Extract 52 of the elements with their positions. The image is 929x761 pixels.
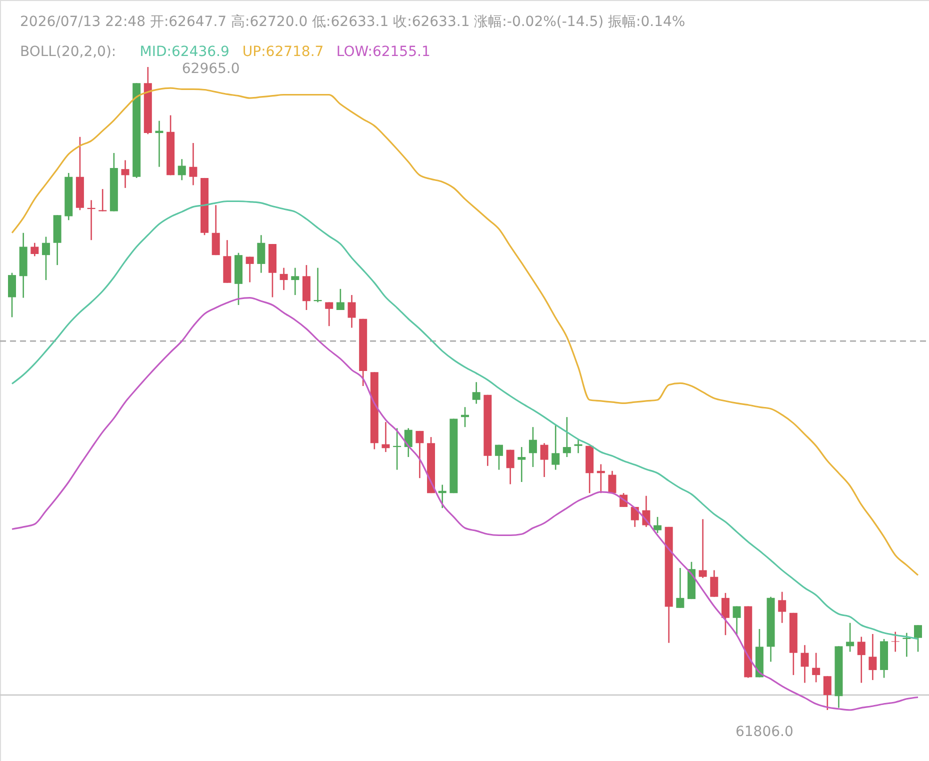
candlestick <box>494 444 503 470</box>
candlestick <box>291 267 300 296</box>
candlestick <box>42 236 50 281</box>
candlestick <box>698 518 707 579</box>
candlestick <box>8 272 16 318</box>
candlestick <box>325 302 334 327</box>
candlestick <box>552 424 560 470</box>
candlestick <box>800 644 809 684</box>
candlestick <box>823 676 832 711</box>
candlestick <box>121 160 130 189</box>
text: 2026/07/13 22:48 开:62647.7 高:62720.0 低:62633.1 收:62633.1 涨幅:-0.02%(-14.5) 振幅:0.14% <box>20 14 686 30</box>
candlestick <box>574 439 582 454</box>
candlestick <box>212 204 220 256</box>
candlestick <box>596 464 605 494</box>
annotation: 62965.0 <box>182 61 240 77</box>
candlestick <box>382 421 390 453</box>
candlestick <box>348 294 356 328</box>
text: MID:62436.9 <box>140 44 230 60</box>
candlestick <box>846 622 854 652</box>
text: LOW:62155.1 <box>336 44 430 60</box>
candlestick <box>812 652 820 683</box>
text: BOLL(20,2,0): <box>20 44 116 60</box>
candlestick <box>189 142 198 186</box>
candlestick <box>868 633 877 681</box>
candlestick <box>280 267 288 291</box>
candlestick <box>857 636 866 684</box>
candlestick <box>178 158 186 181</box>
candlestick <box>721 592 730 636</box>
candlestick <box>528 426 537 468</box>
candlestick <box>732 606 741 636</box>
candlestick <box>246 256 254 283</box>
candlestick <box>336 288 344 311</box>
candlestick <box>608 470 616 494</box>
text: UP:62718.7 <box>242 44 324 60</box>
candlestick <box>30 242 39 257</box>
candlestick <box>472 381 480 404</box>
candlestick <box>416 430 424 479</box>
candlestick <box>438 484 446 509</box>
candlestick <box>676 567 684 609</box>
candlestick <box>155 120 164 168</box>
candlestick <box>914 624 922 652</box>
candlestick <box>540 442 548 478</box>
candlestick <box>562 416 571 458</box>
candlestick <box>518 446 526 483</box>
candlestick <box>257 234 266 274</box>
candlestick <box>778 591 786 624</box>
candlestick <box>506 449 514 485</box>
candlestick <box>404 428 412 458</box>
text: 61806.0 <box>735 724 794 740</box>
candlestick <box>461 406 469 428</box>
candlestick <box>710 570 718 598</box>
candlestick <box>891 631 900 652</box>
